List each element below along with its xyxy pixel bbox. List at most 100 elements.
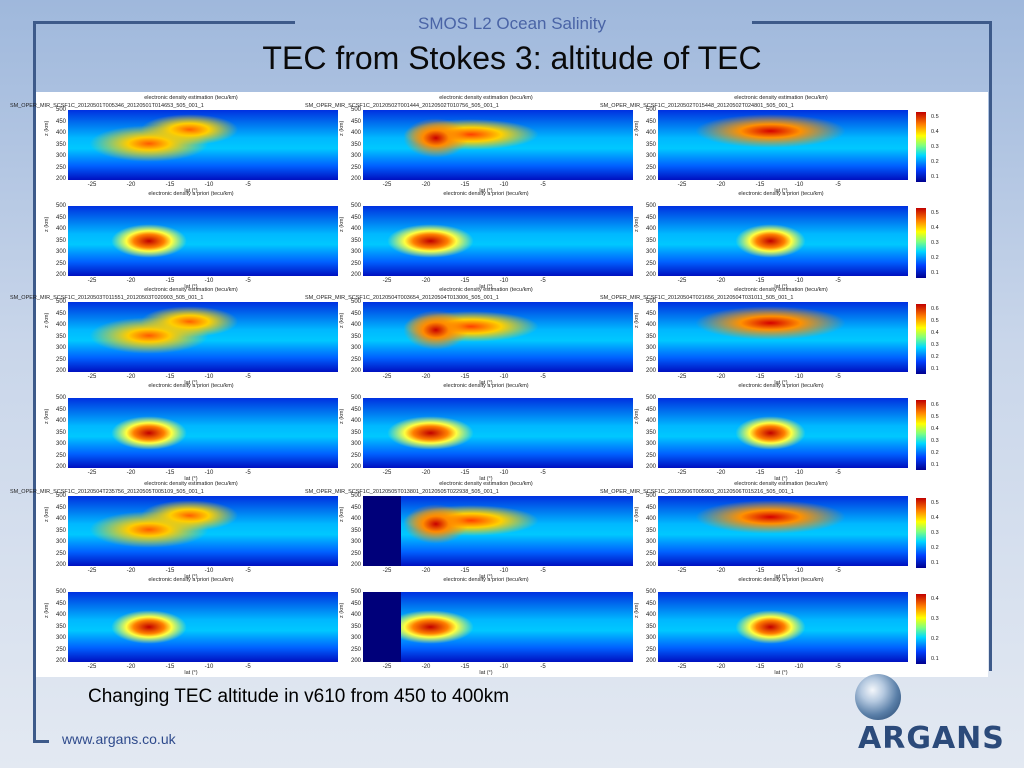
y-tick-label: 200 [350,272,361,278]
x-tick-label: -25 [677,374,687,380]
x-tick-label: -5 [835,182,841,188]
y-tick-label: 300 [645,249,656,255]
heatmap-plot [658,302,908,372]
panel-title: electronic density estimation (tecu/km) [439,95,533,101]
x-tick-label: -15 [165,182,175,188]
y-tick-label: 500 [55,395,66,401]
heatmap-figure: electronic density estimation (tecu/km) S… [10,92,988,677]
y-tick-label: 450 [645,118,656,125]
y-tick-label: 450 [350,214,361,221]
heatmap-plot [68,398,338,468]
y-tick-label: 300 [55,345,66,351]
y-tick-label: 350 [55,141,66,148]
heatmap-plot [363,302,633,372]
estimation-panel: electronic density estimation (tecu/km) S… [10,481,338,580]
y-tick-label: 300 [350,345,361,351]
heatmap-plot [658,496,908,566]
x-tick-label: -5 [245,374,251,380]
x-tick-label: -25 [87,278,97,284]
x-tick-label: -10 [794,664,804,670]
y-tick-label: 500 [645,203,656,209]
x-tick-label: -10 [499,568,509,574]
y-tick-label: 500 [350,395,361,401]
y-tick-label: 400 [645,418,656,424]
y-tick-label: 250 [645,452,656,459]
colorbar-tick-label: 0.1 [931,462,939,468]
y-tick-label: 300 [645,441,656,447]
y-tick-label: 300 [350,249,361,255]
y-tick-label: 450 [55,504,66,511]
x-tick-label: -10 [794,568,804,574]
product-filename: SM_OPER_MIR_SCSF1C_20120505T013801_20120… [305,489,499,495]
y-tick-label: 200 [55,176,66,182]
y-tick-label: 300 [350,539,361,545]
estimation-panel: electronic density estimation (tecu/km) S… [600,481,939,580]
panel-title: electronic density estimation (tecu/km) [439,481,533,487]
x-axis-label: lat (°) [774,188,788,194]
product-filename: SM_OPER_MIR_SCSF1C_20120502T015448_20120… [600,103,794,109]
x-tick-label: -10 [204,664,214,670]
y-tick-label: 400 [55,516,66,522]
x-tick-label: -5 [245,664,251,670]
product-filename: SM_OPER_MIR_SCSF1C_20120501T005346_20120… [10,103,204,109]
y-tick-label: 200 [350,368,361,374]
heatmap-plot [658,206,908,276]
y-tick-label: 450 [645,600,656,607]
apriori-panel: electronic density a priori (tecu/km) z (… [44,577,338,676]
y-tick-label: 450 [55,214,66,221]
x-tick-label: -15 [755,664,765,670]
panel-title: electronic density a priori (tecu/km) [148,191,234,197]
x-tick-label: -15 [165,568,175,574]
y-tick-label: 400 [350,226,361,232]
colorbar-tick-label: 0.1 [931,174,939,180]
y-tick-label: 350 [645,527,656,534]
y-tick-label: 200 [55,658,66,664]
y-tick-label: 400 [350,418,361,424]
y-tick-label: 250 [55,452,66,459]
header-text: SMOS L2 Ocean Salinity [417,14,607,33]
y-tick-label: 250 [55,164,66,171]
y-tick-label: 350 [350,623,361,630]
y-tick-label: 250 [645,356,656,363]
x-tick-label: -15 [460,374,470,380]
x-tick-label: -25 [382,470,392,476]
heatmap-plot [658,592,908,662]
colorbar-tick-label: 0.1 [931,270,939,276]
x-axis-label: lat (°) [774,380,788,386]
x-tick-label: -15 [755,278,765,284]
colorbar-tick-label: 0.6 [931,402,939,408]
panel-title: electronic density a priori (tecu/km) [443,191,529,197]
x-tick-label: -20 [126,374,136,380]
y-tick-label: 350 [645,429,656,436]
y-tick-label: 400 [55,612,66,618]
panel-title: electronic density a priori (tecu/km) [443,383,529,389]
y-tick-label: 200 [645,658,656,664]
estimation-panel: electronic density estimation (tecu/km) S… [305,481,633,580]
y-tick-label: 250 [350,164,361,171]
x-tick-label: -25 [87,374,97,380]
y-tick-label: 400 [350,322,361,328]
y-tick-label: 400 [645,226,656,232]
y-tick-label: 300 [350,635,361,641]
colorbar-tick-label: 0.3 [931,530,939,536]
website-link[interactable]: www.argans.co.uk [62,731,176,747]
y-tick-label: 200 [645,464,656,470]
panel-title: electronic density a priori (tecu/km) [148,577,234,583]
y-tick-label: 500 [350,299,361,305]
colorbar-tick-label: 0.4 [931,515,939,521]
apriori-panel: electronic density a priori (tecu/km) z (… [44,191,338,290]
y-tick-label: 450 [55,600,66,607]
frame-right [989,21,992,671]
product-filename: SM_OPER_MIR_SCSF1C_20120503T011551_20120… [10,295,204,301]
x-tick-label: -15 [755,568,765,574]
y-tick-label: 300 [55,153,66,159]
apriori-panel: electronic density a priori (tecu/km) z (… [339,577,633,676]
apriori-panel: electronic density a priori (tecu/km) z (… [634,191,939,290]
panel-title: electronic density a priori (tecu/km) [738,383,824,389]
brand-logo: ARGANS [858,721,1005,756]
x-tick-label: -10 [204,278,214,284]
x-tick-label: -20 [421,664,431,670]
y-tick-label: 350 [350,429,361,436]
y-tick-label: 450 [350,118,361,125]
colorbar-tick-label: 0.3 [931,342,939,348]
